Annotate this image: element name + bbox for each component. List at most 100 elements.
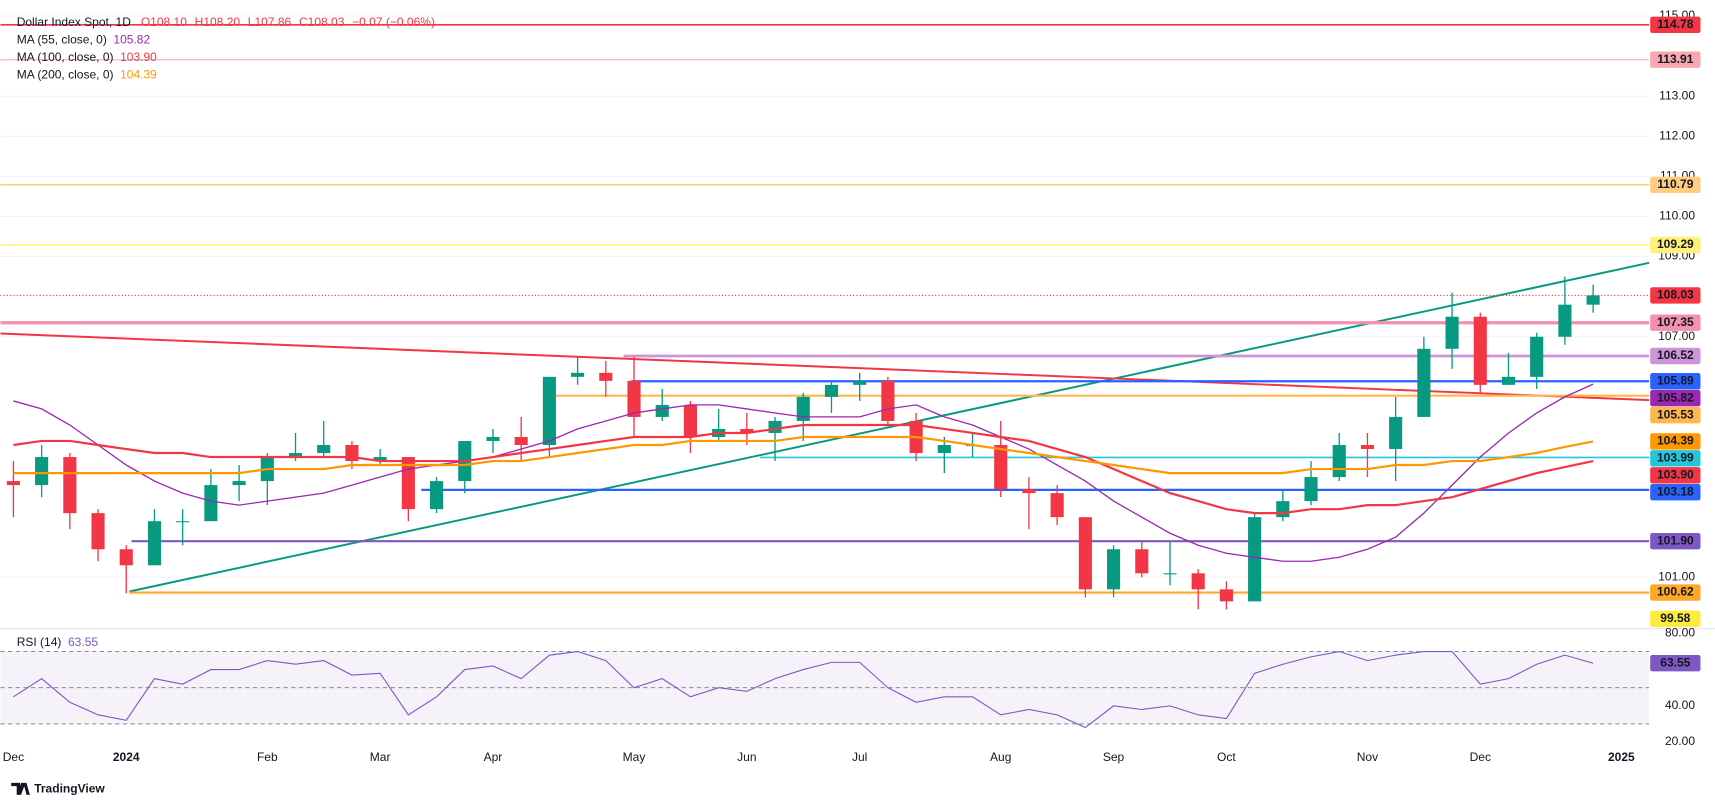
y-tick-label: 80.00: [1665, 626, 1695, 640]
axis-tag: [1650, 287, 1701, 304]
candle-body: [627, 380, 641, 417]
candle-body: [1304, 477, 1318, 502]
x-tick-label: Apr: [484, 750, 503, 764]
legend-entry: MA (200, close, 0) 104.39: [17, 68, 157, 82]
rsi-line: [13, 650, 1594, 729]
axis-labels: 115.00113.00112.00111.00110.00109.00107.…: [3, 8, 1701, 764]
legend-value: 105.82: [113, 33, 150, 47]
legend-value: 63.55: [68, 635, 98, 649]
price-pane: [0, 24, 1650, 610]
axis-tag: [1650, 51, 1701, 68]
candle-body: [1389, 416, 1403, 450]
axis-tag-label: 106.52: [1657, 348, 1694, 362]
candle-body: [994, 445, 1008, 490]
x-tick-label: Oct: [1217, 750, 1236, 764]
x-tick-label: May: [623, 750, 646, 764]
y-tick-label: 101.00: [1658, 569, 1695, 583]
brand-name: TradingView: [34, 782, 105, 796]
candle-body: [1248, 517, 1262, 602]
x-tick-label: 2024: [113, 750, 140, 764]
candle-body: [1530, 336, 1544, 377]
axis-tag-label: 99.58: [1660, 611, 1690, 625]
x-tick-label: Nov: [1357, 750, 1378, 764]
axis-tag-label: 110.79: [1657, 177, 1693, 191]
candle-body: [288, 453, 303, 458]
axis-tag: [1650, 406, 1701, 424]
candle-body: [853, 380, 867, 385]
y-tick-label: 20.00: [1665, 734, 1695, 748]
candle-body: [599, 372, 613, 381]
candle-body: [740, 428, 754, 433]
x-tick-label: Jun: [737, 750, 756, 764]
candle-body: [571, 372, 585, 377]
legend-name: MA (100, close, 0): [17, 50, 114, 64]
axis-tag-label: 100.62: [1657, 585, 1694, 599]
candle-body: [176, 521, 190, 523]
candle-body: [1135, 549, 1149, 574]
brand-logo: [11, 782, 30, 795]
candle-body: [683, 404, 697, 437]
candle-body: [429, 481, 444, 510]
x-tick-label: Mar: [370, 750, 391, 764]
legend-value: 104.39: [120, 68, 157, 82]
y-tick-label: 40.00: [1665, 698, 1695, 712]
ohlc-value: H108.20: [195, 15, 241, 29]
ohlc-value: O108.10: [141, 15, 187, 29]
y-tick-label: 110.00: [1659, 209, 1695, 223]
candle-body: [1558, 304, 1572, 337]
legend-entry: RSI (14) 63.55: [17, 635, 99, 649]
axis-tag-label: 108.03: [1657, 288, 1694, 302]
legend-entry: MA (100, close, 0) 103.90: [17, 50, 157, 64]
y-tick-label: 112.00: [1659, 128, 1695, 142]
axis-tag: [1650, 236, 1701, 254]
axis-tag: [1650, 467, 1701, 484]
axis-tag-label: 114.78: [1657, 17, 1693, 31]
candle-body: [6, 481, 20, 486]
axis-tag: [1650, 584, 1701, 601]
axis-tag: [1650, 450, 1701, 467]
candle-body: [35, 457, 49, 486]
candle-body: [1332, 445, 1346, 478]
x-tick-label: 2025: [1608, 750, 1635, 764]
x-tick-label: Feb: [257, 750, 278, 764]
candle-body: [373, 457, 387, 462]
x-tick-label: Jul: [852, 750, 867, 764]
axis-tag: [1650, 347, 1701, 365]
candle-body: [204, 485, 218, 522]
axis-tag-label: 103.90: [1657, 467, 1694, 481]
ma-line: [13, 423, 1594, 515]
candle-body: [824, 384, 839, 397]
axis-tag-label: 104.39: [1657, 434, 1694, 448]
candle-body: [796, 396, 810, 421]
candle-body: [486, 436, 500, 441]
candle-body: [119, 549, 133, 566]
ohlc-value: C108.03: [299, 15, 345, 29]
axis-tag: [1650, 176, 1701, 194]
trendline: [0, 332, 1650, 402]
axis-tag: [1650, 373, 1701, 390]
chart-title: Dollar Index Spot, 1D: [17, 15, 132, 29]
candle-body: [1107, 549, 1121, 590]
y-tick-label: 107.00: [1658, 329, 1695, 343]
candle-body: [1445, 316, 1459, 349]
candle-body: [1501, 376, 1516, 385]
ma-line: [13, 435, 1594, 475]
change-value: −0.07 (−0.06%): [352, 15, 435, 29]
axis-tag-label: 113.91: [1657, 52, 1693, 66]
candle-body: [232, 481, 246, 486]
axis-tag: [1650, 484, 1701, 501]
axis-tag-label: 105.53: [1657, 407, 1694, 421]
legend-name: MA (200, close, 0): [17, 68, 114, 82]
axis-tag: [1650, 16, 1701, 34]
candle-body: [147, 521, 162, 566]
rsi-pane: [0, 650, 1650, 729]
candle-body: [1586, 295, 1600, 305]
candle-body: [1417, 348, 1431, 417]
axis-tag: [1650, 433, 1701, 450]
candle-body: [317, 445, 331, 454]
axis-tag-label: 105.82: [1657, 390, 1694, 404]
x-tick-label: Sep: [1103, 750, 1125, 764]
axis-tag-label: 103.18: [1657, 484, 1694, 498]
candle-body: [1078, 517, 1092, 590]
